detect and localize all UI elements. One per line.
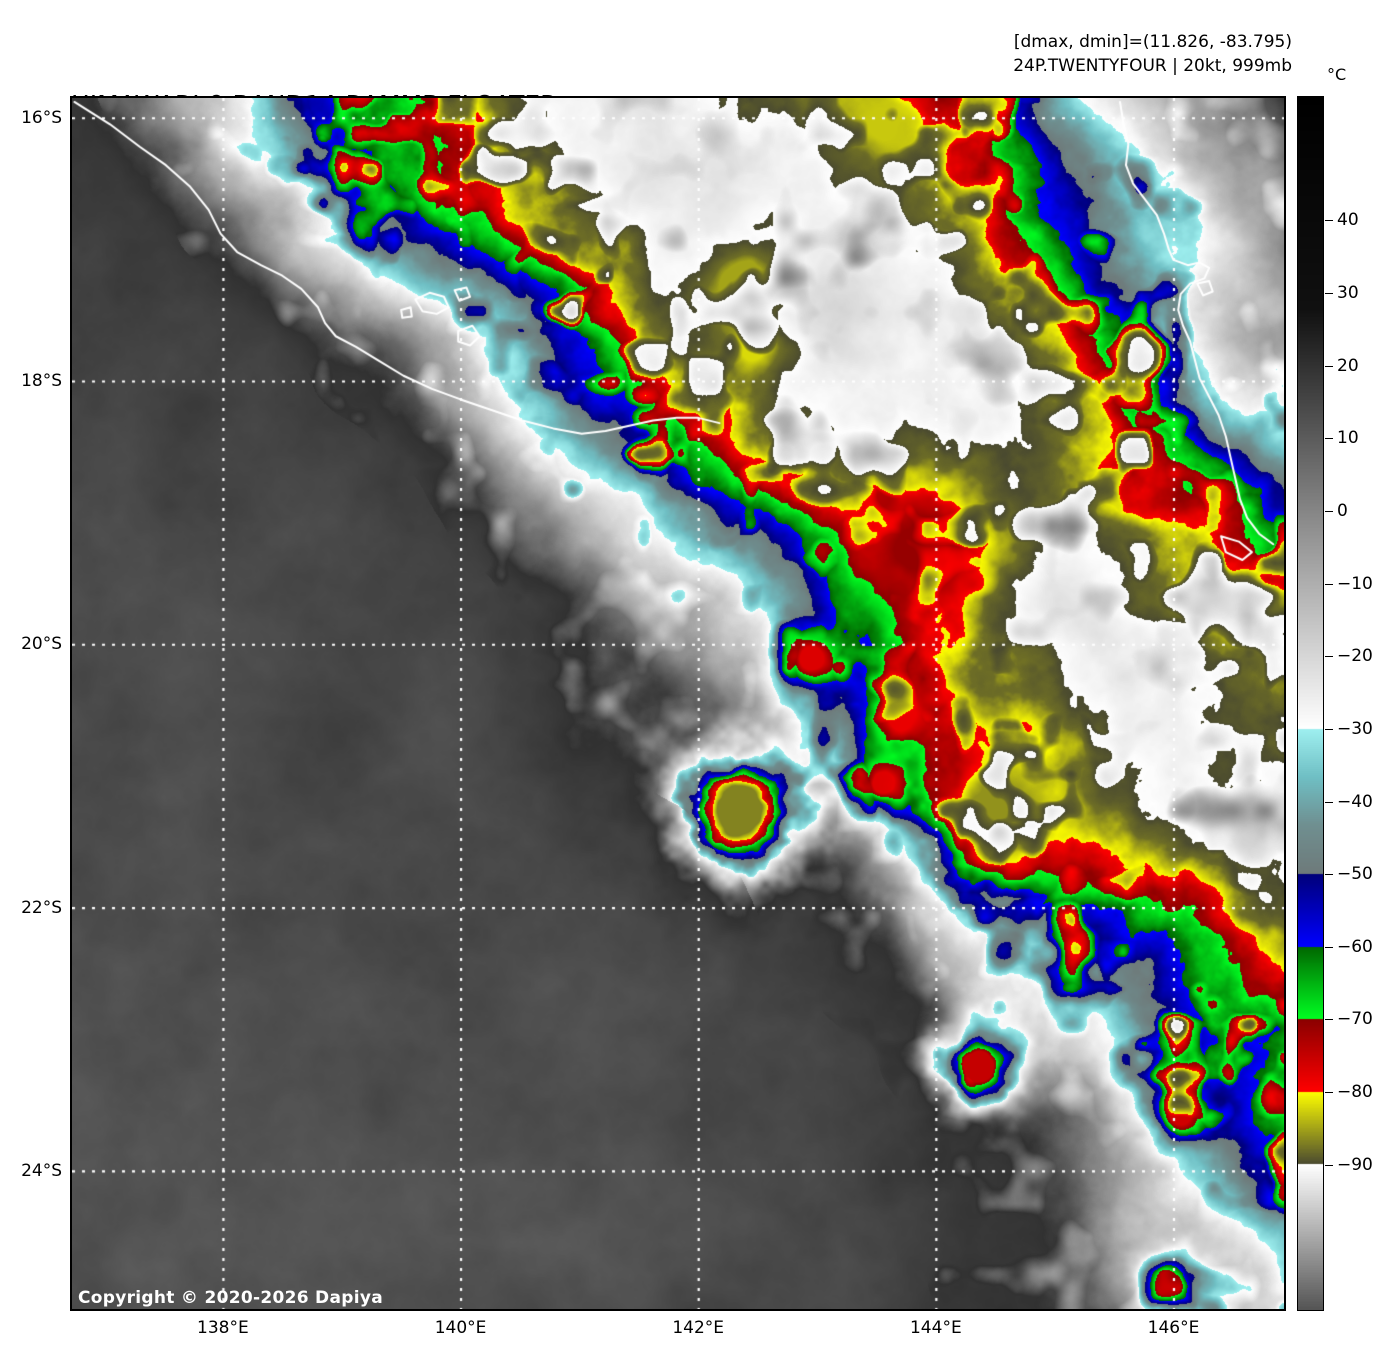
latitude-tick-label-1: 18°S	[21, 371, 62, 391]
colorbar-tick-label-13: −90	[1337, 1154, 1373, 1175]
longitude-tick-label-3: 144°E	[909, 1318, 962, 1338]
colorbar-tick-10	[1325, 946, 1333, 948]
colorbar-tick-label-11: −70	[1337, 1009, 1373, 1030]
colorbar-tick-label-7: −30	[1337, 718, 1373, 739]
colorbar-tick-8	[1325, 801, 1333, 803]
satellite-image-plot	[70, 96, 1286, 1311]
colorbar-tick-label-12: −80	[1337, 1082, 1373, 1103]
colorbar-tick-label-4: 0	[1337, 501, 1348, 522]
longitude-tick-label-0: 138°E	[197, 1318, 249, 1338]
colorbar-tick-5	[1325, 583, 1333, 585]
colorbar-tick-1	[1325, 293, 1333, 295]
colorbar-tick-13	[1325, 1164, 1333, 1166]
longitude-tick-label-4: 146°E	[1147, 1318, 1200, 1338]
latitude-tick-label-4: 24°S	[21, 1160, 62, 1181]
colorbar-tick-label-8: −40	[1337, 791, 1373, 812]
colorbar-tick-label-9: −50	[1337, 864, 1373, 885]
colorbar-tick-label-1: 30	[1337, 283, 1359, 304]
colorbar-tick-label-5: −10	[1337, 573, 1373, 594]
latitude-tick-label-3: 22°S	[21, 897, 62, 918]
metadata-block: [dmax, dmin]=(11.826, -83.795) 24P.TWENT…	[1013, 30, 1292, 78]
colorbar-tick-label-3: 10	[1337, 428, 1359, 449]
colorbar-tick-11	[1325, 1019, 1333, 1021]
colorbar-unit-label: °C	[1327, 65, 1347, 84]
colorbar-tick-0	[1325, 220, 1333, 222]
temperature-colorbar	[1297, 96, 1324, 1311]
colorbar-tick-4	[1325, 511, 1333, 513]
latitude-tick-label-2: 20°S	[21, 634, 62, 655]
colorbar-tick-7	[1325, 728, 1333, 730]
storm-info-text: 24P.TWENTYFOUR | 20kt, 999mb	[1013, 56, 1292, 76]
satellite-infrared-canvas	[72, 98, 1284, 1309]
colorbar-tick-3	[1325, 438, 1333, 440]
copyright-text: Copyright © 2020-2026 Dapiya	[78, 1288, 383, 1308]
colorbar-tick-label-6: −20	[1337, 646, 1373, 667]
colorbar-tick-12	[1325, 1092, 1333, 1094]
colorbar-gradient-canvas	[1298, 97, 1323, 1310]
longitude-tick-label-1: 140°E	[434, 1318, 487, 1338]
colorbar-tick-9	[1325, 874, 1333, 876]
colorbar-tick-label-2: 20	[1337, 355, 1359, 376]
data-range-text: [dmax, dmin]=(11.826, -83.795)	[1013, 32, 1292, 52]
colorbar-tick-6	[1325, 656, 1333, 658]
colorbar-tick-label-10: −60	[1337, 936, 1373, 957]
colorbar-tick-2	[1325, 365, 1333, 367]
colorbar-tick-label-0: 40	[1337, 210, 1359, 231]
longitude-tick-label-2: 142°E	[672, 1318, 725, 1338]
latitude-tick-label-0: 16°S	[21, 107, 62, 128]
